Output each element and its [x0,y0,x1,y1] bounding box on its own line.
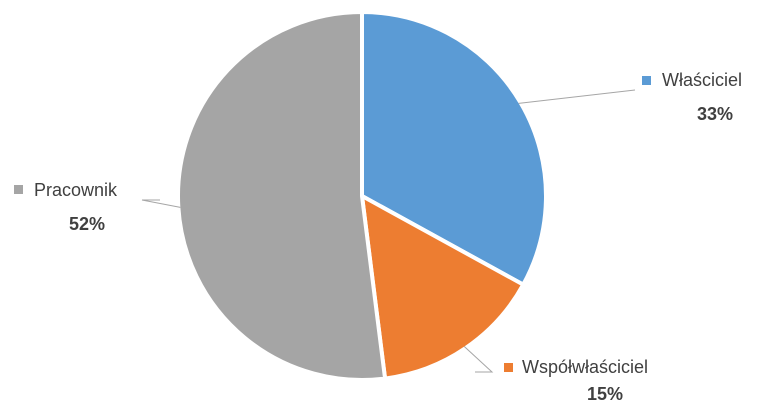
leader-line-wlasciciel [518,89,636,104]
leader-line-wspolwlasciciel [463,346,494,373]
label-wlasciciel: Właściciel 33% [642,70,742,124]
legend-marker-wspolwlasciciel [504,363,513,372]
pie-slices [176,10,548,382]
pie-slice-wlasciciel [360,10,548,287]
leader-line-pracownik [141,199,181,208]
legend-marker-wlasciciel [642,76,651,85]
slice-value-wlasciciel: 33% [697,104,733,124]
slice-value-wspolwlasciciel: 15% [587,384,623,403]
slice-label-pracownik: Pracownik [34,180,118,200]
legend-marker-pracownik [14,185,23,194]
leader-lines [141,89,636,373]
slice-value-pracownik: 52% [69,214,105,234]
label-pracownik: Pracownik 52% [14,180,118,234]
slice-label-wspolwlasciciel: Współwłaściciel [522,357,648,377]
pie-slice-pracownik [176,10,388,382]
label-wspolwlasciciel: Współwłaściciel 15% [504,357,648,403]
slice-label-wlasciciel: Właściciel [662,70,742,90]
